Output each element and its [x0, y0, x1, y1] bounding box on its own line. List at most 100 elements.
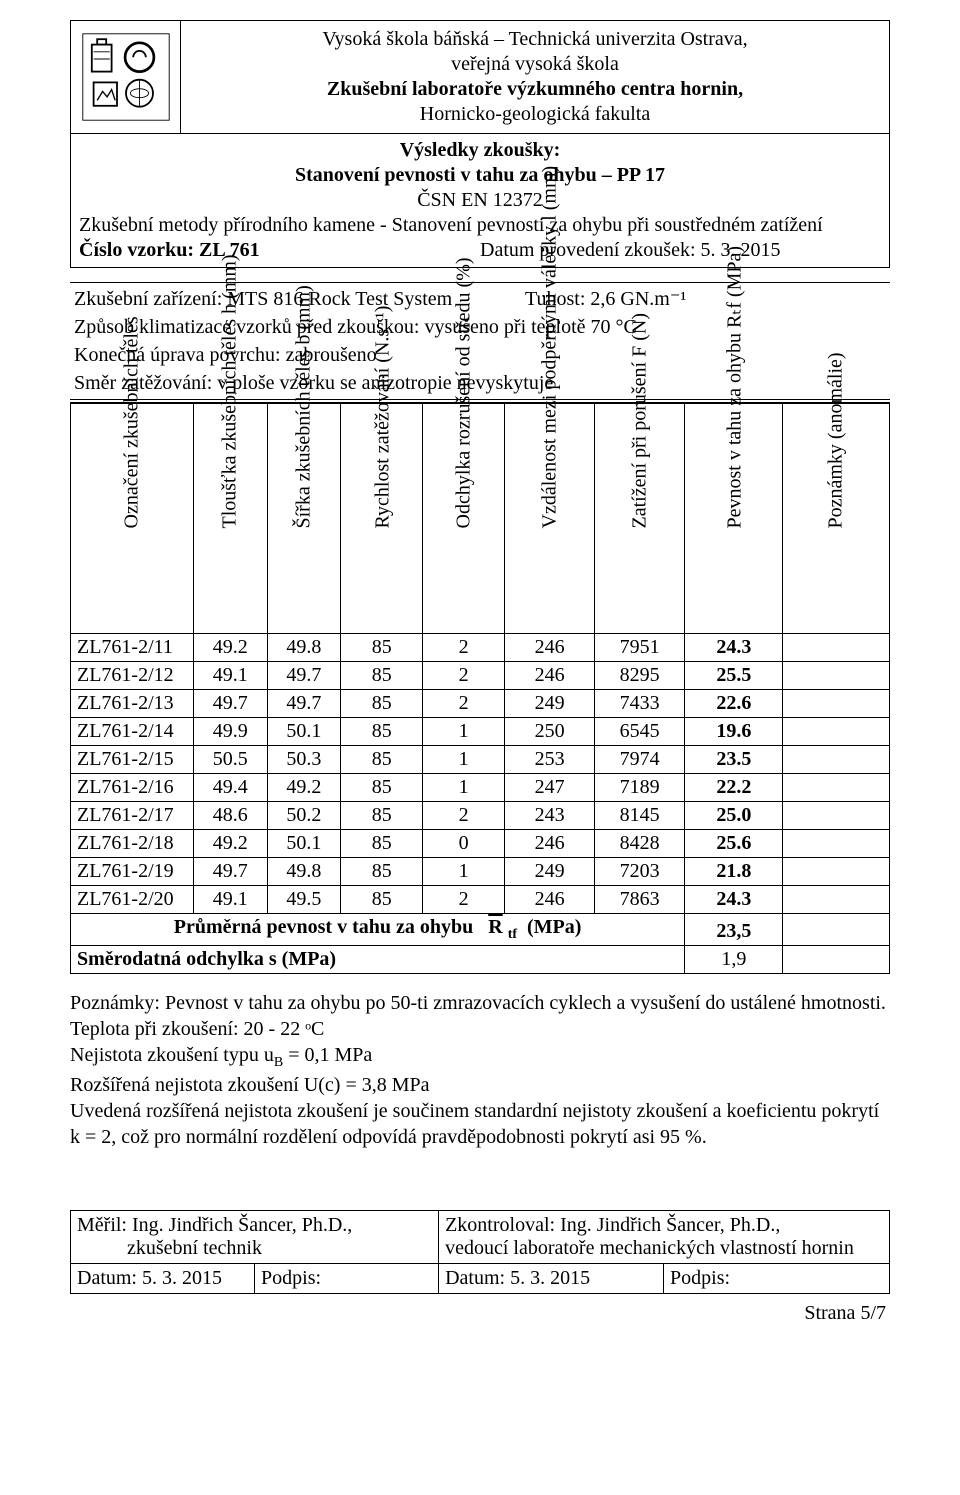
header-box: Vysoká škola báňská – Technická univerzi… [70, 20, 890, 133]
surface-row: Konečná úprava povrchu: zabroušeno [70, 341, 890, 369]
table-cell: ZL761-2/18 [71, 830, 194, 858]
subheader-box: Výsledky zkoušky: Stanovení pevnosti v t… [70, 133, 890, 268]
sample-number: Číslo vzorku: ZL 761 [79, 238, 480, 263]
col-header-1: Tloušťka zkušebních těles h (mm) [193, 404, 267, 634]
table-cell: 7189 [595, 774, 685, 802]
table-cell [783, 774, 890, 802]
results-title: Výsledky zkoušky: [79, 138, 881, 163]
table-cell: 85 [341, 830, 423, 858]
table-cell: 49.2 [193, 634, 267, 662]
stiffness-label: Tuhost: 2,6 GN.m⁻¹ [521, 285, 890, 313]
table-cell: ZL761-2/13 [71, 690, 194, 718]
col-header-7: Pevnost v tahu za ohybu Rₜf (MPa) [685, 404, 783, 634]
table-cell: 0 [423, 830, 505, 858]
table-cell: 50.5 [193, 746, 267, 774]
note-line4: Rozšířená nejistota zkoušení U(c) = 3,8 … [70, 1072, 890, 1098]
table-cell [783, 746, 890, 774]
date2-cell: Datum: 5. 3. 2015 [439, 1264, 664, 1293]
table-cell: 8428 [595, 830, 685, 858]
table-row: ZL761-2/1149.249.8852246795124.3 [71, 634, 890, 662]
summary-avg-val: 23,5 [685, 914, 783, 946]
table-cell [783, 886, 890, 914]
summary-std-note [783, 946, 890, 974]
footer-row-sign: Datum: 5. 3. 2015 Podpis: Datum: 5. 3. 2… [71, 1264, 889, 1293]
measured-cell: Měřil: Ing. Jindřich Šancer, Ph.D., zkuš… [71, 1211, 439, 1263]
table-cell: 49.7 [193, 690, 267, 718]
sample-date-row: Číslo vzorku: ZL 761 Datum provedení zko… [79, 238, 881, 263]
measured-label: Měřil: [77, 1214, 127, 1236]
table-cell: ZL761-2/16 [71, 774, 194, 802]
table-cell: 247 [505, 774, 595, 802]
table-cell [783, 690, 890, 718]
table-cell: 49.8 [267, 634, 341, 662]
table-cell: 2 [423, 802, 505, 830]
checked-name: Ing. Jindřich Šancer, Ph.D., [555, 1214, 780, 1236]
table-row: ZL761-2/1550.550.3851253797423.5 [71, 746, 890, 774]
table-cell: 22.6 [685, 690, 783, 718]
table-cell [783, 802, 890, 830]
table-cell: 24.3 [685, 634, 783, 662]
note-line3: Nejistota zkoušení typu uB = 0,1 MPa [70, 1042, 890, 1072]
table-cell: 253 [505, 746, 595, 774]
checked-label: Zkontroloval: [445, 1214, 555, 1236]
table-cell: 243 [505, 802, 595, 830]
table-row: ZL761-2/1849.250.1850246842825.6 [71, 830, 890, 858]
table-cell: ZL761-2/14 [71, 718, 194, 746]
checked-role: vedoucí laboratoře mechanických vlastnos… [445, 1237, 854, 1259]
table-cell: 49.9 [193, 718, 267, 746]
table-cell: 49.7 [267, 690, 341, 718]
summary-avg-label: Průměrná pevnost v tahu za ohybu R tf (M… [71, 914, 685, 946]
table-cell: ZL761-2/19 [71, 858, 194, 886]
table-cell: 249 [505, 690, 595, 718]
table-cell: 1 [423, 858, 505, 886]
page-number: Strana 5/7 [70, 1302, 890, 1325]
col-header-8: Poznámky (anomálie) [783, 404, 890, 634]
table-cell: 49.8 [267, 858, 341, 886]
header-line3: Zkušební laboratoře výzkumného centra ho… [185, 77, 885, 102]
table-cell: 2 [423, 634, 505, 662]
col-header-0: Označení zkušebních těles [71, 404, 194, 634]
table-row: ZL761-2/1649.449.2851247718922.2 [71, 774, 890, 802]
table-cell: 49.2 [193, 830, 267, 858]
table-cell [783, 858, 890, 886]
table-cell: 25.5 [685, 662, 783, 690]
table-cell: 250 [505, 718, 595, 746]
table-cell: 7974 [595, 746, 685, 774]
checked-cell: Zkontroloval: Ing. Jindřich Šancer, Ph.D… [439, 1211, 889, 1263]
col-header-6: Zatížení při porušení F (N) [595, 404, 685, 634]
subtitle-bold: pevnosti v tahu za ohybu – PP 17 [379, 164, 665, 186]
note-line5: Uvedená rozšířená nejistota zkoušení je … [70, 1098, 890, 1150]
measured-name: Ing. Jindřich Šancer, Ph.D., [127, 1214, 352, 1236]
table-cell: 7951 [595, 634, 685, 662]
table-cell: ZL761-2/20 [71, 886, 194, 914]
table-row: ZL761-2/1449.950.1851250654519.6 [71, 718, 890, 746]
page: Vysoká škola báňská – Technická univerzi… [0, 0, 960, 1345]
table-cell: 1 [423, 746, 505, 774]
summary-std-row: Směrodatná odchylka s (MPa) 1,9 [71, 946, 890, 974]
table-row: ZL761-2/1349.749.7852249743322.6 [71, 690, 890, 718]
subtitle-pre: Stanovení [295, 164, 379, 186]
table-cell: 50.1 [267, 830, 341, 858]
table-cell: 50.3 [267, 746, 341, 774]
col-header-5: Vzdálenost mezi podpěrnými válečky l (mm… [505, 404, 595, 634]
table-cell: 49.5 [267, 886, 341, 914]
table-cell: 246 [505, 830, 595, 858]
table-cell: 2 [423, 662, 505, 690]
sign1-cell: Podpis: [255, 1264, 439, 1293]
table-cell: ZL761-2/15 [71, 746, 194, 774]
table-cell: 2 [423, 690, 505, 718]
table-cell: 49.2 [267, 774, 341, 802]
method-line: Zkušební metody přírodního kamene - Stan… [79, 213, 881, 238]
table-cell: 50.1 [267, 718, 341, 746]
header-line4: Hornicko-geologická fakulta [185, 102, 885, 127]
note-line2: Teplota při zkoušení: 20 - 22 ᵒC [70, 1016, 890, 1042]
table-cell: 7433 [595, 690, 685, 718]
table-cell: 85 [341, 690, 423, 718]
col-header-3: Rychlost zatěžování (N.s⁻¹) [341, 404, 423, 634]
table-cell: 23.5 [685, 746, 783, 774]
table-cell: 24.3 [685, 886, 783, 914]
table-cell: 1 [423, 774, 505, 802]
note-line1: Poznámky: Pevnost v tahu za ohybu po 50-… [70, 990, 890, 1016]
logo-cell [71, 21, 181, 133]
table-cell: 8145 [595, 802, 685, 830]
